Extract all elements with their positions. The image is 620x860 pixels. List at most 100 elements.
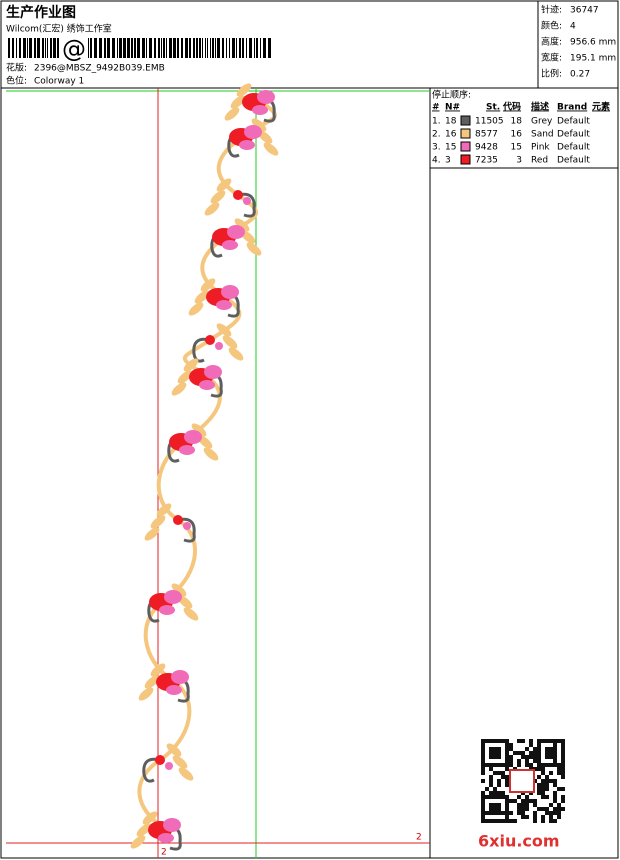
bar: [127, 38, 130, 58]
bar: [23, 38, 26, 58]
leaf: [234, 218, 250, 232]
qr-cell: [485, 819, 489, 823]
info-value: 36747: [570, 6, 599, 16]
qr-cell: [537, 743, 541, 747]
bar: [117, 38, 118, 58]
leaf: [224, 107, 240, 121]
curl: [142, 757, 161, 783]
bud: [183, 522, 191, 530]
qr-cell: [501, 791, 505, 795]
qr-cell: [525, 803, 529, 807]
qr-cell: [541, 767, 545, 771]
barcode-symbol: @: [62, 35, 86, 63]
qr-cell: [545, 807, 549, 811]
qr-cell: [481, 747, 485, 751]
bar: [146, 38, 147, 58]
table-title: 停止顺序:: [432, 89, 471, 101]
qr-cell: [493, 795, 497, 799]
bar: [163, 38, 165, 58]
qr-cell: [549, 779, 553, 783]
qr-cell: [537, 763, 541, 767]
column-header: N#: [445, 103, 460, 113]
curl: [177, 517, 196, 543]
qr-cell: [549, 811, 553, 815]
needle: 18: [445, 117, 457, 127]
bar: [142, 38, 145, 58]
leaf: [178, 767, 194, 781]
qr-cell: [505, 815, 509, 819]
qr-cell: [529, 799, 533, 803]
bar: [260, 38, 261, 58]
qr-cell: [517, 759, 521, 763]
row-index: 4.: [432, 156, 441, 166]
qr-cell: [533, 755, 537, 759]
petal: [204, 365, 222, 379]
qr-cell: [517, 811, 521, 815]
bud: [173, 515, 183, 525]
qr-cell: [549, 819, 553, 823]
bar: [149, 38, 152, 58]
qr-cell: [501, 811, 505, 815]
qr-cell: [497, 779, 501, 783]
leaf: [216, 323, 232, 337]
qr-cell: [533, 799, 537, 803]
info-value: 4: [570, 22, 576, 32]
qr-cell: [485, 811, 489, 815]
qr-cell: [517, 807, 521, 811]
leaf: [222, 335, 238, 349]
colorway-label: 色位:: [6, 75, 27, 87]
qr-cell: [541, 739, 545, 743]
qr-cell: [481, 759, 485, 763]
stitches: 7235: [475, 156, 498, 166]
qr-cell: [529, 755, 533, 759]
leaf: [188, 302, 204, 316]
qr-cell: [549, 739, 553, 743]
bar: [42, 38, 44, 58]
qr-cell: [521, 739, 525, 743]
qr-cell: [493, 819, 497, 823]
leaf: [194, 290, 210, 304]
qr-cell: [553, 783, 557, 787]
qr-cell: [505, 751, 509, 755]
qr-cell: [497, 819, 501, 823]
info-label: 高度:: [541, 36, 562, 48]
petal: [227, 225, 245, 239]
qr-cell: [481, 819, 485, 823]
qr-cell: [541, 791, 545, 795]
column-header: #: [432, 103, 440, 113]
qr-cell: [525, 815, 529, 819]
qr-cell: [557, 739, 561, 743]
qr-cell: [517, 763, 521, 767]
leaf: [150, 515, 166, 529]
watermark: 6xiu.com: [478, 832, 560, 851]
qr-cell: [533, 759, 537, 763]
qr-cell: [481, 815, 485, 819]
column-header: St.: [486, 103, 500, 113]
qr-cell: [549, 747, 553, 751]
qr-cell: [533, 819, 537, 823]
qr-cell: [485, 763, 489, 767]
bar: [205, 38, 206, 58]
bud: [155, 755, 165, 765]
qr-cell: [485, 739, 489, 743]
leaf: [150, 663, 166, 677]
qr-cell: [561, 767, 565, 771]
qr-cell: [553, 811, 557, 815]
needle: 3: [445, 156, 451, 166]
qr-cell: [501, 771, 505, 775]
qr-cell: [505, 743, 509, 747]
bar: [246, 38, 247, 58]
leaf: [191, 423, 207, 437]
qr-cell: [505, 747, 509, 751]
leaf: [200, 278, 216, 292]
leaf: [251, 118, 267, 132]
leaf: [156, 503, 172, 517]
qr-cell: [545, 811, 549, 815]
petal: [239, 140, 255, 150]
bar: [90, 38, 92, 58]
qr-cell: [489, 779, 493, 783]
petal: [199, 380, 215, 390]
petal: [216, 300, 232, 310]
qr-cell: [489, 811, 493, 815]
qr-cell: [489, 763, 493, 767]
